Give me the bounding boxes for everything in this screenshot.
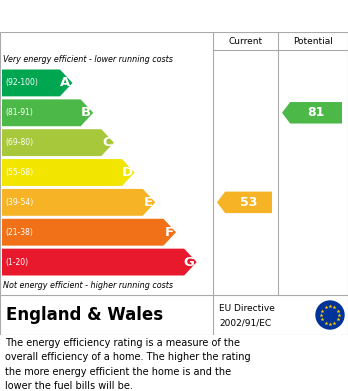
Polygon shape [217, 192, 272, 213]
Text: G: G [184, 256, 195, 269]
Text: (55-68): (55-68) [5, 168, 33, 177]
Polygon shape [2, 159, 135, 186]
Text: (81-91): (81-91) [5, 108, 33, 117]
Text: Very energy efficient - lower running costs: Very energy efficient - lower running co… [3, 56, 173, 65]
Text: Energy Efficiency Rating: Energy Efficiency Rating [73, 9, 275, 23]
Polygon shape [2, 189, 155, 216]
Text: Not energy efficient - higher running costs: Not energy efficient - higher running co… [3, 282, 173, 291]
Text: The energy efficiency rating is a measure of the
overall efficiency of a home. T: The energy efficiency rating is a measur… [5, 338, 251, 391]
Polygon shape [2, 70, 72, 96]
Text: 2002/91/EC: 2002/91/EC [219, 319, 271, 328]
Text: C: C [102, 136, 112, 149]
Text: B: B [81, 106, 91, 119]
Polygon shape [2, 249, 197, 276]
Text: England & Wales: England & Wales [6, 306, 163, 324]
Text: (69-80): (69-80) [5, 138, 33, 147]
Text: 53: 53 [240, 196, 257, 209]
Text: A: A [60, 76, 71, 90]
Text: Potential: Potential [293, 36, 333, 45]
Polygon shape [2, 99, 93, 126]
Text: E: E [144, 196, 153, 209]
Text: D: D [121, 166, 133, 179]
Text: 81: 81 [307, 106, 325, 119]
Text: F: F [165, 226, 174, 239]
Text: Current: Current [228, 36, 262, 45]
Polygon shape [282, 102, 342, 124]
Text: (1-20): (1-20) [5, 258, 28, 267]
Text: (21-38): (21-38) [5, 228, 33, 237]
Circle shape [316, 301, 344, 329]
Polygon shape [2, 219, 176, 246]
Text: (92-100): (92-100) [5, 79, 38, 88]
Polygon shape [2, 129, 114, 156]
Text: EU Directive: EU Directive [219, 304, 275, 313]
Text: (39-54): (39-54) [5, 198, 33, 207]
